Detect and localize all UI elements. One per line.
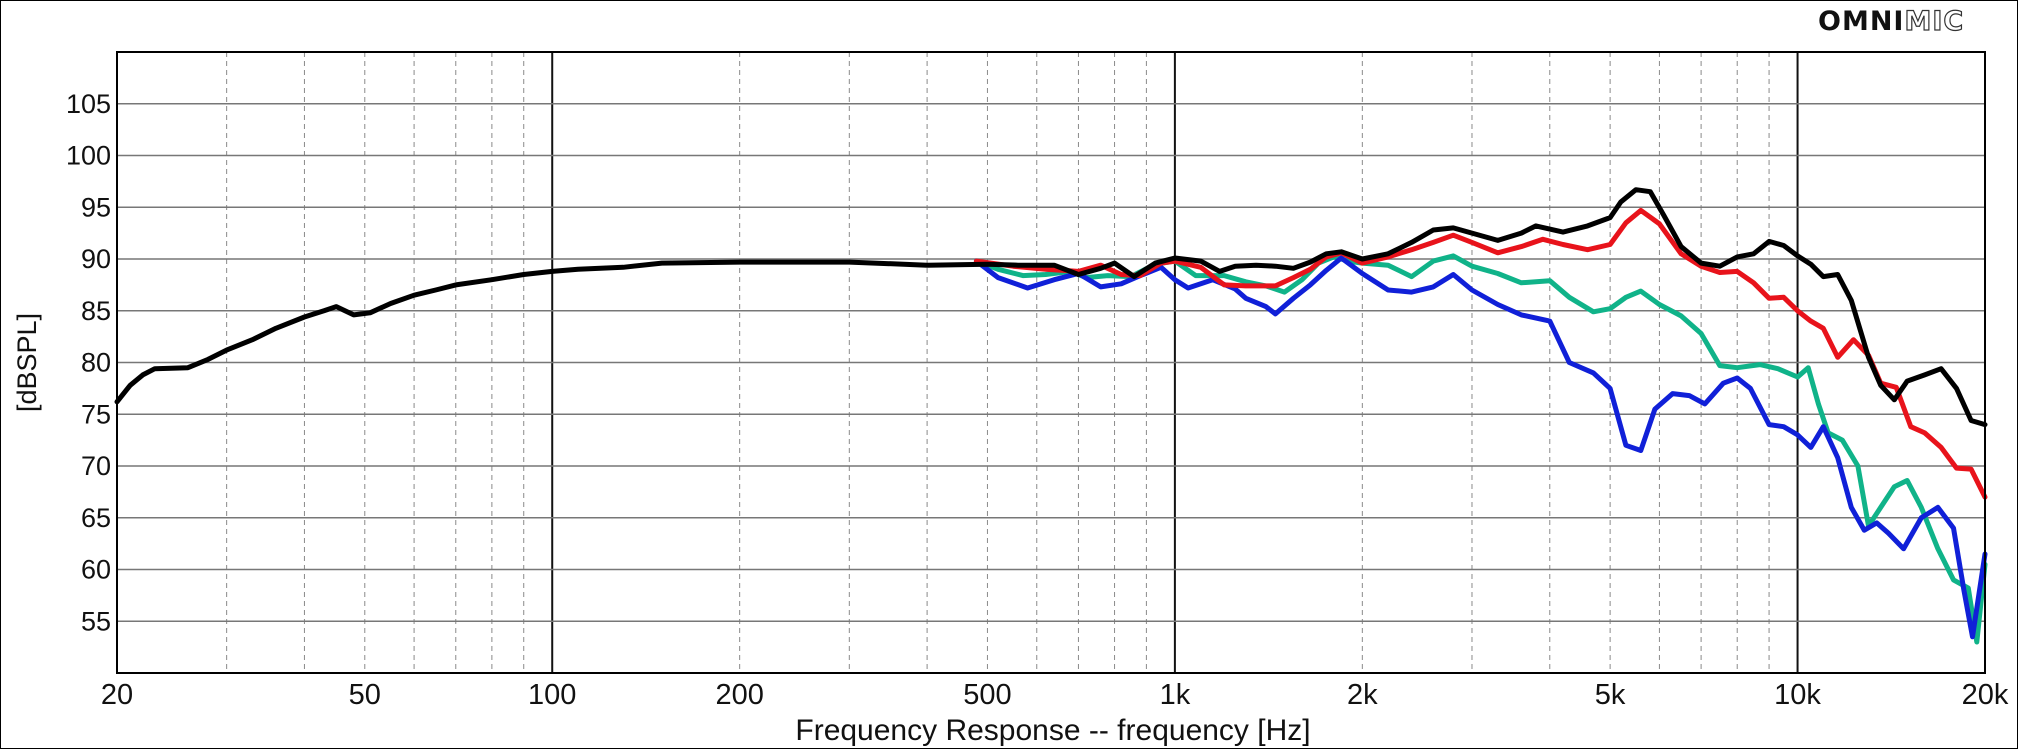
x-axis-label: Frequency Response -- frequency [Hz] [795,714,1310,747]
y-tick-label: 55 [81,606,111,636]
x-tick-label: 10k [1774,679,1821,711]
x-tick-labels: 20 50 100 200 500 1k 2k 5k 10k 20k [101,679,2009,711]
y-tick-label: 75 [81,399,111,429]
y-tick-label: 95 [81,192,111,222]
y-axis-label: [dBSPL] [12,313,42,412]
plot-border [116,51,1986,674]
series-line-2 [973,255,1988,640]
series-layer [114,187,1988,645]
x-tick-label: 1k [1160,679,1191,711]
y-tick-label: 90 [81,244,111,274]
y-tick-label: 85 [81,296,111,326]
logo-part-mic: MIC [1904,5,1965,37]
x-tick-label: 20k [1962,679,2009,711]
major-grid [117,52,1985,673]
series-line-4 [114,187,1988,428]
x-tick-label: 2k [1347,679,1378,711]
x-tick-label: 100 [528,679,576,711]
x-tick-label: 50 [349,679,381,711]
y-tick-label: 105 [66,89,111,119]
logo-part-omni: OMNI [1818,6,1905,37]
series-line-3 [973,207,1988,500]
x-tick-label: 5k [1595,679,1626,711]
x-tick-label: 200 [715,679,763,711]
omnimic-logo: OMNIMIC [1818,5,1965,37]
y-tick-labels: 55 60 65 70 75 80 85 90 95 100 105 [66,89,111,637]
y-tick-label: 100 [66,141,111,171]
x-tick-label: 20 [101,679,133,711]
y-tick-label: 80 [81,348,111,378]
y-tick-label: 60 [81,555,111,585]
y-tick-label: 65 [81,503,111,533]
y-tick-label: 70 [81,451,111,481]
x-tick-label: 500 [963,679,1011,711]
